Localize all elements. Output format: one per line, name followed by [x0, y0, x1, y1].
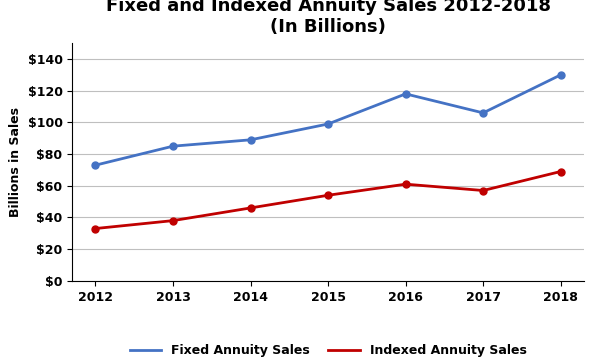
Indexed Annuity Sales — [402, 182, 409, 186]
Indexed Annuity Sales — [247, 206, 254, 210]
Indexed Annuity Sales — [169, 219, 176, 223]
Indexed Annuity Sales — [324, 193, 332, 197]
Indexed Annuity Sales — [557, 169, 564, 174]
Fixed Annuity Sales — [480, 111, 487, 115]
Fixed Annuity Sales — [402, 92, 409, 96]
Line: Fixed Annuity Sales: Fixed Annuity Sales — [92, 71, 564, 168]
Y-axis label: Billions in Sales: Billions in Sales — [9, 107, 22, 217]
Line: Indexed Annuity Sales: Indexed Annuity Sales — [92, 168, 564, 232]
Fixed Annuity Sales — [169, 144, 176, 148]
Fixed Annuity Sales — [247, 138, 254, 142]
Title: Fixed and Indexed Annuity Sales 2012-2018
(In Billions): Fixed and Indexed Annuity Sales 2012-201… — [105, 0, 551, 36]
Indexed Annuity Sales — [92, 226, 99, 231]
Fixed Annuity Sales — [557, 73, 564, 77]
Fixed Annuity Sales — [324, 122, 332, 126]
Indexed Annuity Sales — [480, 188, 487, 193]
Fixed Annuity Sales — [92, 163, 99, 167]
Legend: Fixed Annuity Sales, Indexed Annuity Sales: Fixed Annuity Sales, Indexed Annuity Sal… — [125, 339, 532, 360]
